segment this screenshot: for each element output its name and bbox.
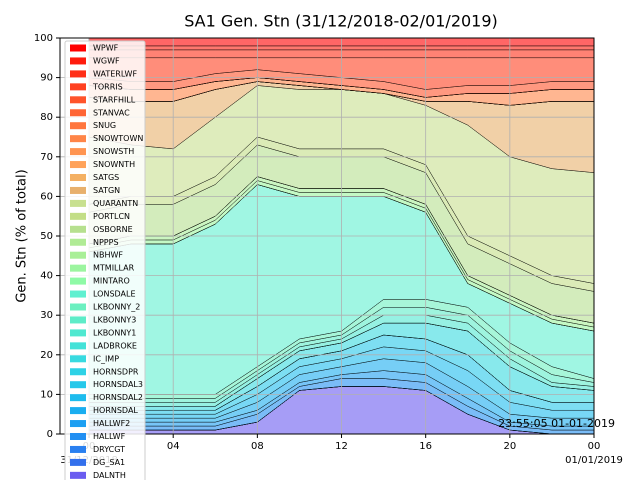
legend-label: DRYCGT [93, 445, 125, 454]
y-tick-label: 0 [47, 429, 53, 440]
y-tick-label: 40 [40, 271, 53, 282]
legend-label: SNOWTOWN [93, 134, 143, 143]
x-date-label: 01/01/2019 [565, 455, 623, 466]
legend-swatch [70, 174, 86, 181]
legend-label: STARFHILL [93, 95, 136, 104]
legend-swatch [70, 355, 86, 363]
legend-swatch [70, 161, 86, 169]
legend-label: LKBONNY_2 [93, 303, 140, 312]
legend-label: LKBONNY1 [93, 328, 136, 337]
legend-swatch [70, 420, 86, 428]
legend-label: WATERLWF [93, 69, 137, 78]
legend-label: HORNSDAL [93, 406, 138, 415]
legend-swatch [70, 83, 86, 91]
legend-swatch [70, 303, 86, 311]
legend-label: SNUG [93, 121, 116, 130]
y-tick-label: 10 [40, 389, 53, 400]
y-tick-label: 20 [40, 350, 53, 361]
y-tick-label: 80 [40, 112, 53, 123]
legend-swatch [70, 368, 86, 376]
legend-swatch [70, 316, 86, 324]
legend-swatch [70, 57, 86, 65]
y-tick-label: 100 [34, 33, 53, 44]
legend-label: WPWF [93, 44, 119, 53]
legend-swatch [70, 186, 86, 194]
legend-swatch [70, 251, 86, 259]
legend-swatch [70, 109, 86, 117]
legend-label: IC_IMP [93, 354, 119, 363]
legend-label: DALNTH [93, 471, 126, 480]
legend-swatch [70, 238, 86, 246]
legend-label: SNOWSTH [93, 147, 134, 156]
legend-swatch [70, 225, 86, 233]
legend-label: HALLWF [93, 432, 126, 441]
x-tick-label: 16 [419, 441, 432, 452]
timestamp: 23:55:05 01-01-2019 [498, 417, 615, 430]
legend-swatch [70, 122, 86, 130]
legend-swatch [70, 277, 86, 285]
legend-swatch [70, 433, 86, 440]
legend-label: OSBORNE [93, 225, 133, 234]
legend-swatch [70, 381, 86, 389]
legend-label: PORTLCN [93, 212, 130, 221]
legend-swatch [70, 445, 86, 453]
legend-swatch [70, 148, 86, 156]
x-tick-label: 08 [251, 441, 264, 452]
x-tick-label: 20 [503, 441, 516, 452]
legend-label: QUARANTN [93, 199, 138, 208]
legend-swatch [70, 471, 86, 479]
legend-label: HORNSDPR [93, 367, 139, 376]
legend-swatch [70, 394, 86, 402]
legend-swatch [70, 329, 86, 337]
legend-label: SATGS [93, 173, 119, 182]
legend-label: SATGN [93, 186, 120, 195]
legend-label: HALLWF2 [93, 419, 130, 428]
legend-swatch [70, 44, 86, 52]
y-axis-label: Gen. Stn (% of total) [15, 169, 30, 302]
legend: WPWF WGWF WATERLWF TORRIS STARFHILL STANVAC SN… [64, 40, 146, 480]
legend-swatch [70, 458, 86, 466]
legend-label: DG_SA1 [93, 458, 125, 467]
y-tick-label: 50 [40, 231, 53, 242]
legend-swatch [70, 70, 86, 78]
legend-label: MTMILLAR [93, 264, 135, 273]
legend-swatch [70, 135, 86, 143]
legend-label: WGWF [93, 56, 120, 65]
legend-label: SNOWNTH [93, 160, 135, 169]
legend-swatch [70, 407, 86, 415]
legend-label: NPPPS [93, 238, 119, 247]
legend-label: STANVAC [93, 108, 130, 117]
x-tick-label: 04 [167, 441, 180, 452]
legend-swatch [70, 290, 86, 298]
legend-label: LONSDALE [93, 290, 136, 299]
legend-label: MINTARO [93, 277, 130, 286]
y-tick-label: 60 [40, 191, 53, 202]
x-tick-label: 00 [588, 441, 601, 452]
legend-label: LADBROKE [93, 341, 137, 350]
legend-label: LKBONNY3 [93, 315, 136, 324]
y-tick-label: 70 [40, 152, 53, 163]
y-tick-label: 90 [40, 73, 53, 84]
y-tick-label: 30 [40, 310, 53, 321]
legend-label: NBHWF [93, 251, 123, 260]
legend-label: HORNSDAL2 [93, 393, 143, 402]
x-tick-label: 12 [335, 441, 348, 452]
legend-swatch [70, 264, 86, 272]
legend-swatch [70, 212, 86, 220]
legend-swatch [70, 342, 86, 350]
legend-swatch [70, 199, 86, 207]
chart-title: SA1 Gen. Stn (31/12/2018-02/01/2019) [184, 12, 498, 31]
legend-swatch [70, 96, 86, 104]
legend-label: HORNSDAL3 [93, 380, 143, 389]
legend-label: TORRIS [92, 82, 123, 91]
